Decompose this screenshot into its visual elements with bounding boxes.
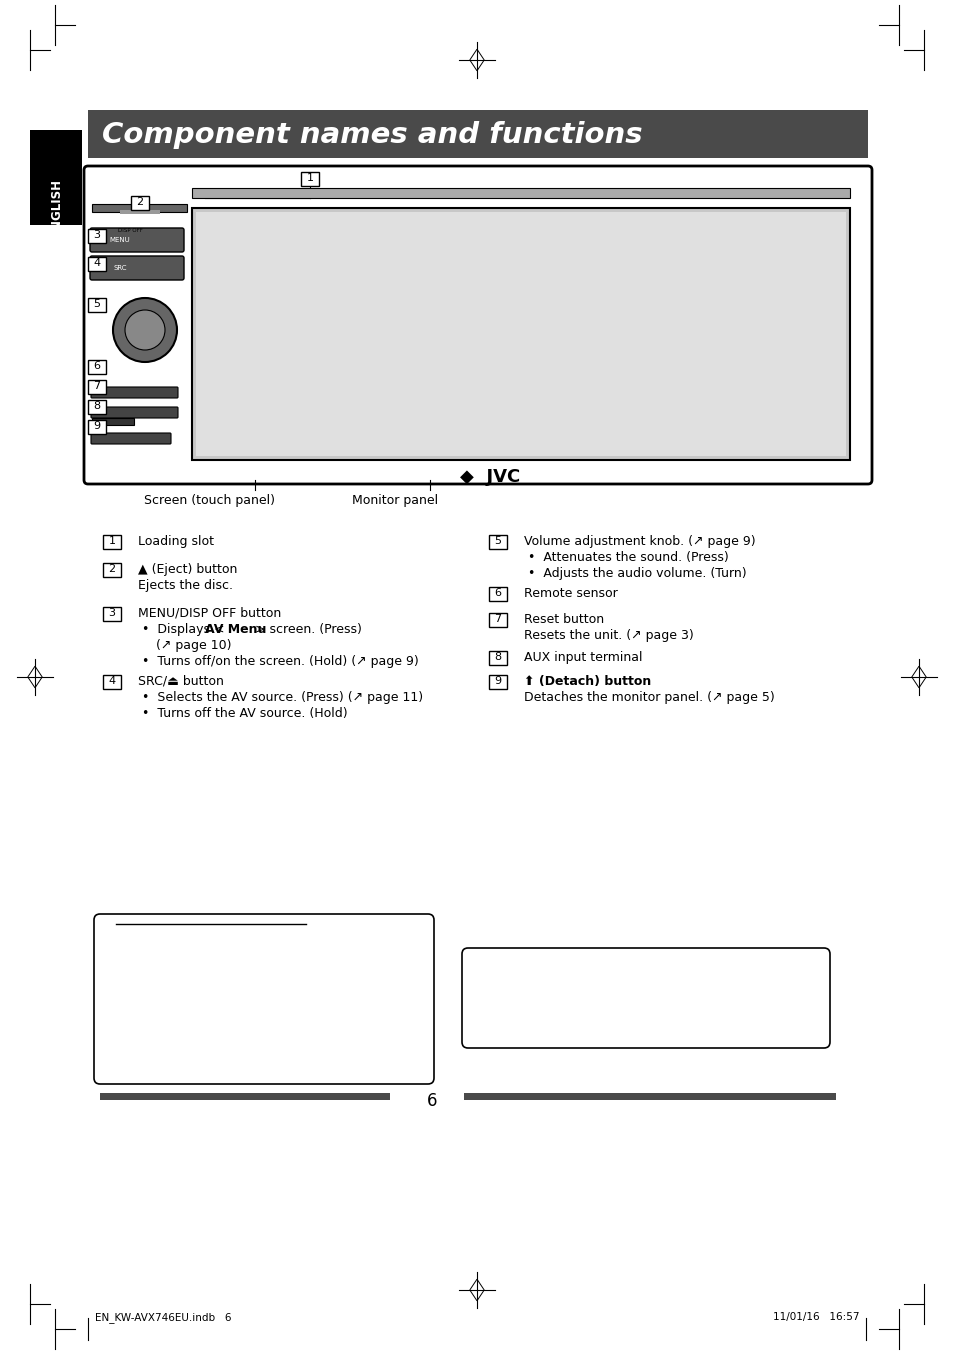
Text: 9: 9 <box>93 421 100 431</box>
Text: SRC: SRC <box>113 265 127 271</box>
Text: Caution on volume setting:: Caution on volume setting: <box>116 922 328 936</box>
FancyBboxPatch shape <box>131 196 149 210</box>
Text: Volume adjustment knob. (↗ page 9): Volume adjustment knob. (↗ page 9) <box>523 535 755 548</box>
Text: •  Turns off/on the screen. (Hold) (↗ page 9): • Turns off/on the screen. (Hold) (↗ pag… <box>142 655 418 668</box>
FancyBboxPatch shape <box>103 607 121 621</box>
Text: 3: 3 <box>93 230 100 240</box>
Circle shape <box>112 298 177 362</box>
FancyBboxPatch shape <box>461 948 829 1048</box>
Text: 6: 6 <box>494 588 501 598</box>
Bar <box>30 130 82 225</box>
FancyBboxPatch shape <box>88 380 106 394</box>
Text: 6: 6 <box>93 362 100 371</box>
Text: 2: 2 <box>136 196 143 207</box>
Bar <box>100 1093 390 1099</box>
FancyBboxPatch shape <box>88 298 106 311</box>
Text: 11/01/16   16:57: 11/01/16 16:57 <box>773 1312 859 1322</box>
FancyBboxPatch shape <box>91 433 171 444</box>
Text: Ejects the disc.: Ejects the disc. <box>138 580 233 592</box>
Text: ENGLISH: ENGLISH <box>50 177 63 236</box>
FancyBboxPatch shape <box>489 613 506 627</box>
Text: ⬆ (Detach) button: ⬆ (Detach) button <box>523 676 651 688</box>
Text: 2: 2 <box>109 565 115 574</box>
Text: You can change the color of the buttons on the
monitor panel. (↗ page 33): You can change the color of the buttons … <box>483 986 777 1017</box>
Bar <box>463 1093 835 1099</box>
Text: •  Adjusts the audio volume. (Turn): • Adjusts the audio volume. (Turn) <box>527 567 746 580</box>
Bar <box>88 110 867 158</box>
Text: •  Displays <: • Displays < <box>142 623 224 636</box>
Text: 1: 1 <box>109 536 115 546</box>
Text: 5: 5 <box>494 536 501 546</box>
Text: 7: 7 <box>494 613 501 624</box>
Text: Component names and functions: Component names and functions <box>102 121 642 149</box>
Text: Remote sensor: Remote sensor <box>523 588 618 600</box>
FancyBboxPatch shape <box>91 408 178 418</box>
Text: Loading slot: Loading slot <box>138 535 213 548</box>
Text: 3: 3 <box>109 608 115 617</box>
Text: 5: 5 <box>93 299 100 309</box>
FancyBboxPatch shape <box>88 360 106 374</box>
FancyBboxPatch shape <box>88 229 106 242</box>
Text: MENU: MENU <box>110 237 131 242</box>
Text: 6: 6 <box>426 1091 436 1110</box>
FancyBboxPatch shape <box>94 914 434 1085</box>
Text: SRC/⏏ button: SRC/⏏ button <box>138 676 224 688</box>
Text: •  Selects the AV source. (Press) (↗ page 11): • Selects the AV source. (Press) (↗ page… <box>142 691 423 704</box>
Text: 1: 1 <box>306 173 314 183</box>
FancyBboxPatch shape <box>90 227 184 252</box>
Text: Digital devices (CD/USB) produce very little noise
compared with other sources. : Digital devices (CD/USB) produce very li… <box>116 940 413 1025</box>
Circle shape <box>125 310 165 349</box>
Text: 8: 8 <box>494 653 501 662</box>
FancyBboxPatch shape <box>91 387 178 398</box>
Text: 8: 8 <box>93 401 100 412</box>
Text: ◆  JVC: ◆ JVC <box>459 468 519 486</box>
Text: (↗ page 10): (↗ page 10) <box>156 639 232 653</box>
FancyBboxPatch shape <box>88 257 106 271</box>
Text: AUX input terminal: AUX input terminal <box>523 651 641 663</box>
FancyBboxPatch shape <box>103 535 121 548</box>
FancyBboxPatch shape <box>489 651 506 665</box>
Bar <box>195 213 845 456</box>
Text: •  Turns off the AV source. (Hold): • Turns off the AV source. (Hold) <box>142 707 347 720</box>
FancyBboxPatch shape <box>103 676 121 689</box>
Text: Monitor panel: Monitor panel <box>352 494 437 506</box>
FancyBboxPatch shape <box>90 256 184 280</box>
Text: MENU/DISP OFF button: MENU/DISP OFF button <box>138 607 281 620</box>
FancyBboxPatch shape <box>88 420 106 435</box>
Text: 9: 9 <box>494 676 501 686</box>
Text: •  Attenuates the sound. (Press): • Attenuates the sound. (Press) <box>527 551 728 565</box>
Text: DISP OFF: DISP OFF <box>117 227 142 233</box>
Text: 4: 4 <box>93 259 100 268</box>
Text: EN_KW-AVX746EU.indb   6: EN_KW-AVX746EU.indb 6 <box>95 1312 232 1323</box>
FancyBboxPatch shape <box>489 676 506 689</box>
FancyBboxPatch shape <box>88 399 106 414</box>
Text: Reset button: Reset button <box>523 613 603 626</box>
Bar <box>192 188 849 198</box>
FancyBboxPatch shape <box>103 563 121 577</box>
Bar <box>91 418 133 425</box>
FancyBboxPatch shape <box>301 172 318 185</box>
Bar <box>91 204 187 213</box>
Text: AV Menu: AV Menu <box>205 623 266 636</box>
Text: Screen (touch panel): Screen (touch panel) <box>144 494 275 506</box>
Text: ▲ (Eject) button: ▲ (Eject) button <box>138 563 237 575</box>
FancyBboxPatch shape <box>84 167 871 483</box>
Text: 4: 4 <box>109 676 115 686</box>
FancyBboxPatch shape <box>489 535 506 548</box>
Bar <box>120 210 160 214</box>
Bar <box>192 209 849 460</box>
Text: > screen. (Press): > screen. (Press) <box>254 623 361 636</box>
Text: 7: 7 <box>93 380 100 391</box>
FancyBboxPatch shape <box>489 588 506 601</box>
Text: Resets the unit. (↗ page 3): Resets the unit. (↗ page 3) <box>523 630 693 642</box>
Text: Detaches the monitor panel. (↗ page 5): Detaches the monitor panel. (↗ page 5) <box>523 691 774 704</box>
